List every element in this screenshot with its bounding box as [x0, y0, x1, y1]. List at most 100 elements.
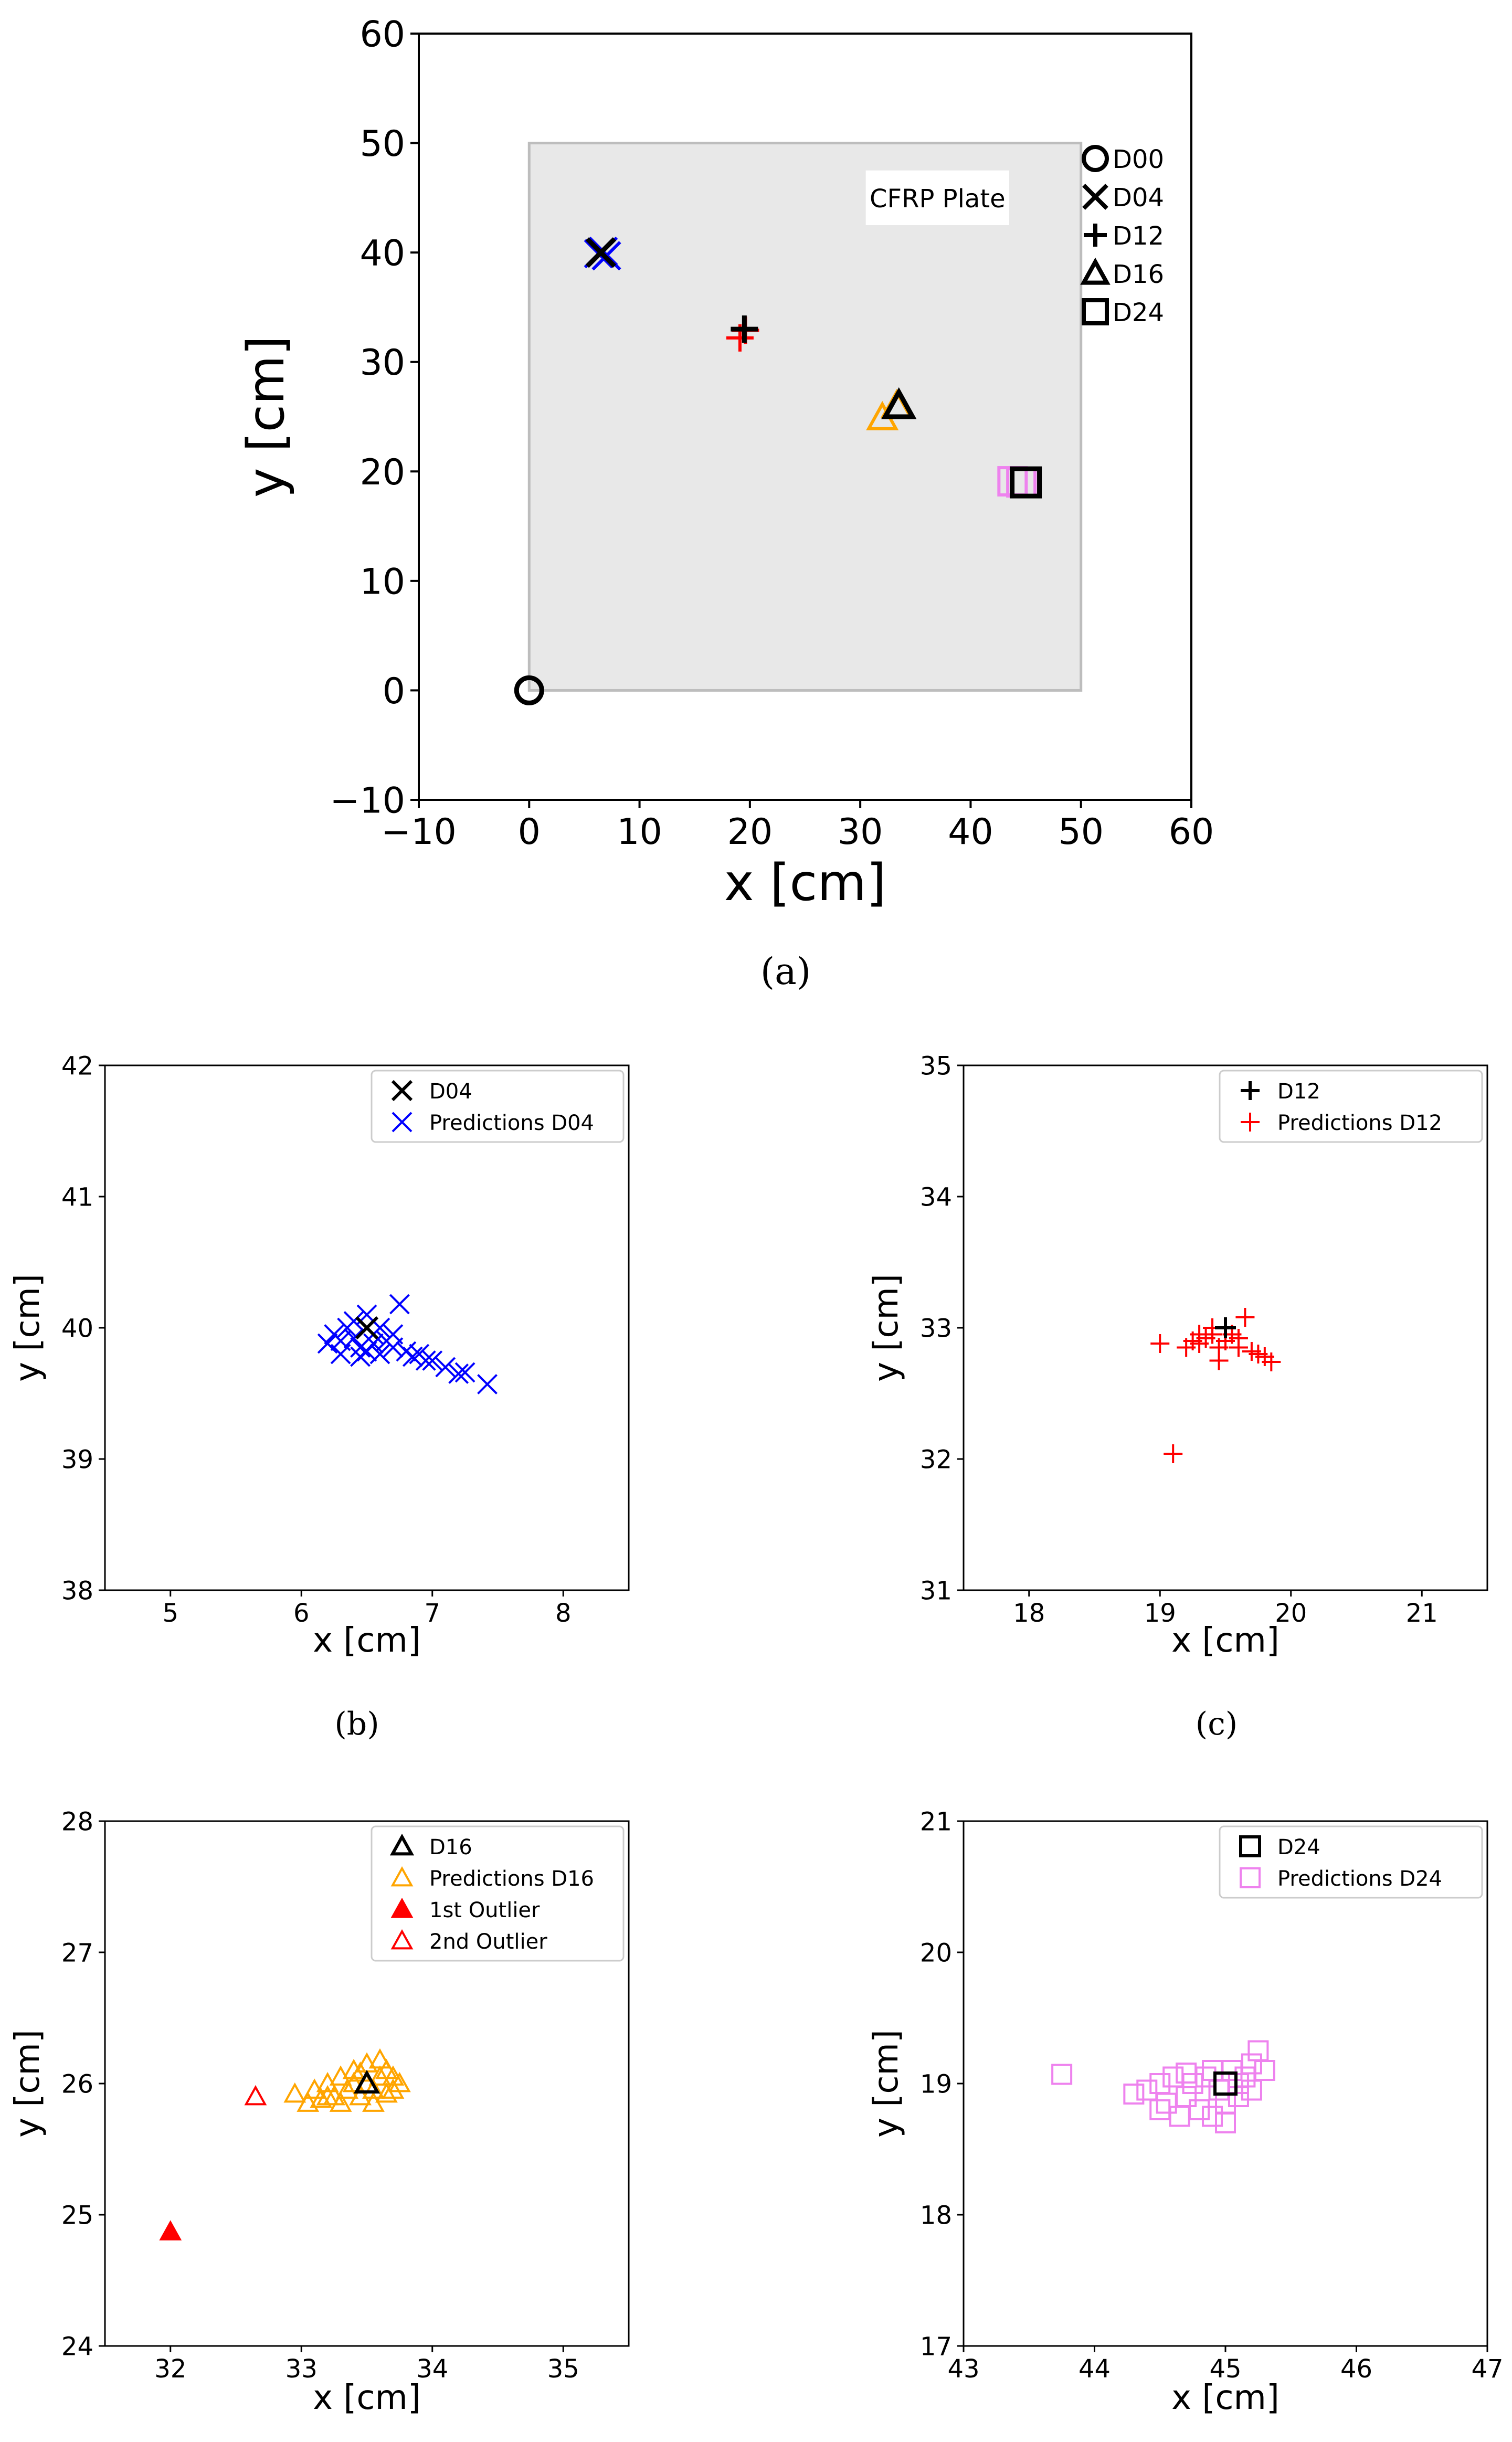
legend-box: [1219, 1070, 1483, 1143]
prediction-point: [1254, 2060, 1275, 2081]
prediction-point: [317, 1333, 338, 1354]
legend-marker: [1239, 1835, 1261, 1857]
legend-label: Predictions D16: [429, 1867, 594, 1891]
legend-marker: [391, 1080, 413, 1102]
y-tick-label: 25: [61, 2201, 93, 2230]
y-tick-label: 28: [61, 1807, 93, 1836]
legend-marker: [390, 1866, 414, 1887]
prediction-point: [1149, 2099, 1171, 2120]
x-tick-label: −10: [381, 811, 457, 853]
x-axis-label: x [cm]: [313, 1621, 421, 1660]
legend-marker-d24: [1082, 298, 1109, 325]
prediction-point: [1164, 1444, 1183, 1463]
legend-marker-d04: [1082, 184, 1108, 210]
x-tick-label: 45: [1209, 2354, 1241, 2384]
prediction-point: [1176, 2063, 1197, 2084]
prediction-point: [1241, 2053, 1262, 2075]
prediction-point: [1235, 1308, 1255, 1327]
prediction-point: [1202, 2106, 1223, 2127]
legend-label: D24: [1277, 1835, 1320, 1859]
reference-point: [353, 2069, 380, 2094]
prediction-point: [1150, 1334, 1170, 1353]
legend-box: [371, 1070, 625, 1143]
plate-annotation-label: CFRP Plate: [870, 184, 1006, 214]
y-tick-label: 18: [920, 2201, 952, 2230]
damage-point-d12: [731, 315, 758, 343]
x-tick-label: 43: [947, 2354, 979, 2384]
legend-marker-d12: [1084, 224, 1107, 247]
x-tick-label: 10: [617, 811, 662, 853]
cfrp-plate-region: [527, 142, 1083, 692]
legend-box: [371, 1825, 625, 1962]
prediction-point: [316, 2085, 339, 2106]
prediction-point: [477, 1374, 498, 1394]
prediction-point: [342, 2071, 365, 2092]
prediction-point: [454, 1362, 475, 1383]
damage-point-d24: [1010, 466, 1042, 499]
x-tick-label: 47: [1471, 2354, 1503, 2384]
legend-label-d00: D00: [1113, 145, 1164, 174]
y-tick-label: 39: [61, 1445, 93, 1474]
legend-box: [1219, 1825, 1483, 1899]
x-axis-label: x [cm]: [1171, 2378, 1280, 2417]
y-tick-label: 41: [61, 1182, 93, 1212]
x-tick-label: 60: [1169, 811, 1214, 853]
panel-caption: (a): [760, 950, 811, 993]
x-tick-label: 19: [1144, 1599, 1176, 1628]
prediction-point: [159, 2220, 182, 2240]
damage-point-d00: [514, 675, 544, 705]
x-tick-label: 6: [293, 1599, 310, 1628]
reference-point: [355, 1316, 379, 1340]
legend-label: D04: [429, 1080, 472, 1104]
x-axis-label: x [cm]: [724, 853, 886, 912]
prediction-point: [382, 2065, 405, 2086]
prediction-point: [368, 2065, 392, 2086]
panel-caption: (b): [334, 1706, 379, 1742]
legend-label-d16: D16: [1113, 260, 1164, 289]
y-tick-label: 31: [920, 1576, 952, 1605]
y-axis-label: y [cm]: [8, 1274, 47, 1382]
x-tick-label: 50: [1058, 811, 1104, 853]
legend-marker: [392, 1112, 413, 1133]
prediction-point: [283, 2082, 306, 2103]
y-tick-label: 24: [61, 2332, 93, 2361]
x-tick-label: 7: [424, 1599, 440, 1628]
plate-annotation-box: [865, 170, 1010, 225]
x-tick-label: 20: [1275, 1599, 1307, 1628]
prediction-point: [336, 2078, 358, 2099]
prediction-point: [1123, 2084, 1145, 2105]
legend-marker-d00: [1082, 145, 1109, 172]
prediction-point: [297, 2091, 320, 2112]
legend-label-d24: D24: [1113, 298, 1164, 327]
prediction-point: [1241, 2079, 1262, 2101]
prediction-point: [448, 1363, 469, 1384]
legend-marker-d16: [1080, 257, 1111, 285]
y-axis-label: y [cm]: [237, 336, 295, 498]
y-tick-label: 38: [61, 1576, 93, 1605]
prediction-point: [1209, 1338, 1229, 1357]
prediction-point: [389, 1294, 410, 1315]
prediction-point: [415, 1350, 436, 1371]
x-tick-label: 34: [416, 2354, 448, 2384]
legend-label: 2nd Outlier: [429, 1930, 547, 1954]
damage-point-d04: [585, 237, 617, 268]
prediction-point: [1202, 2060, 1223, 2081]
legend-label-d04: D04: [1113, 183, 1164, 213]
chart-b: 5 6 7 8 38 39 40 41 42 x [cm] y [cm] (b) D04 Predicti…: [8, 1051, 630, 1742]
x-axis-label: x [cm]: [1171, 1621, 1280, 1660]
prediction-point: [368, 2048, 392, 2069]
x-tick-label: 21: [1406, 1599, 1438, 1628]
y-tick-label: 17: [920, 2332, 952, 2361]
prediction-point: [369, 1344, 390, 1365]
x-tick-label: 8: [555, 1599, 572, 1628]
legend-marker: [390, 1929, 414, 1950]
y-axis-label: y [cm]: [867, 2029, 906, 2138]
x-tick-label: 35: [547, 2354, 579, 2384]
plot-frame: [418, 33, 1192, 801]
y-tick-label: 60: [360, 14, 405, 55]
y-axis-label: y [cm]: [8, 2029, 47, 2138]
y-tick-label: 20: [360, 452, 405, 493]
x-tick-label: 32: [154, 2354, 186, 2384]
prediction-point: [349, 2061, 372, 2082]
